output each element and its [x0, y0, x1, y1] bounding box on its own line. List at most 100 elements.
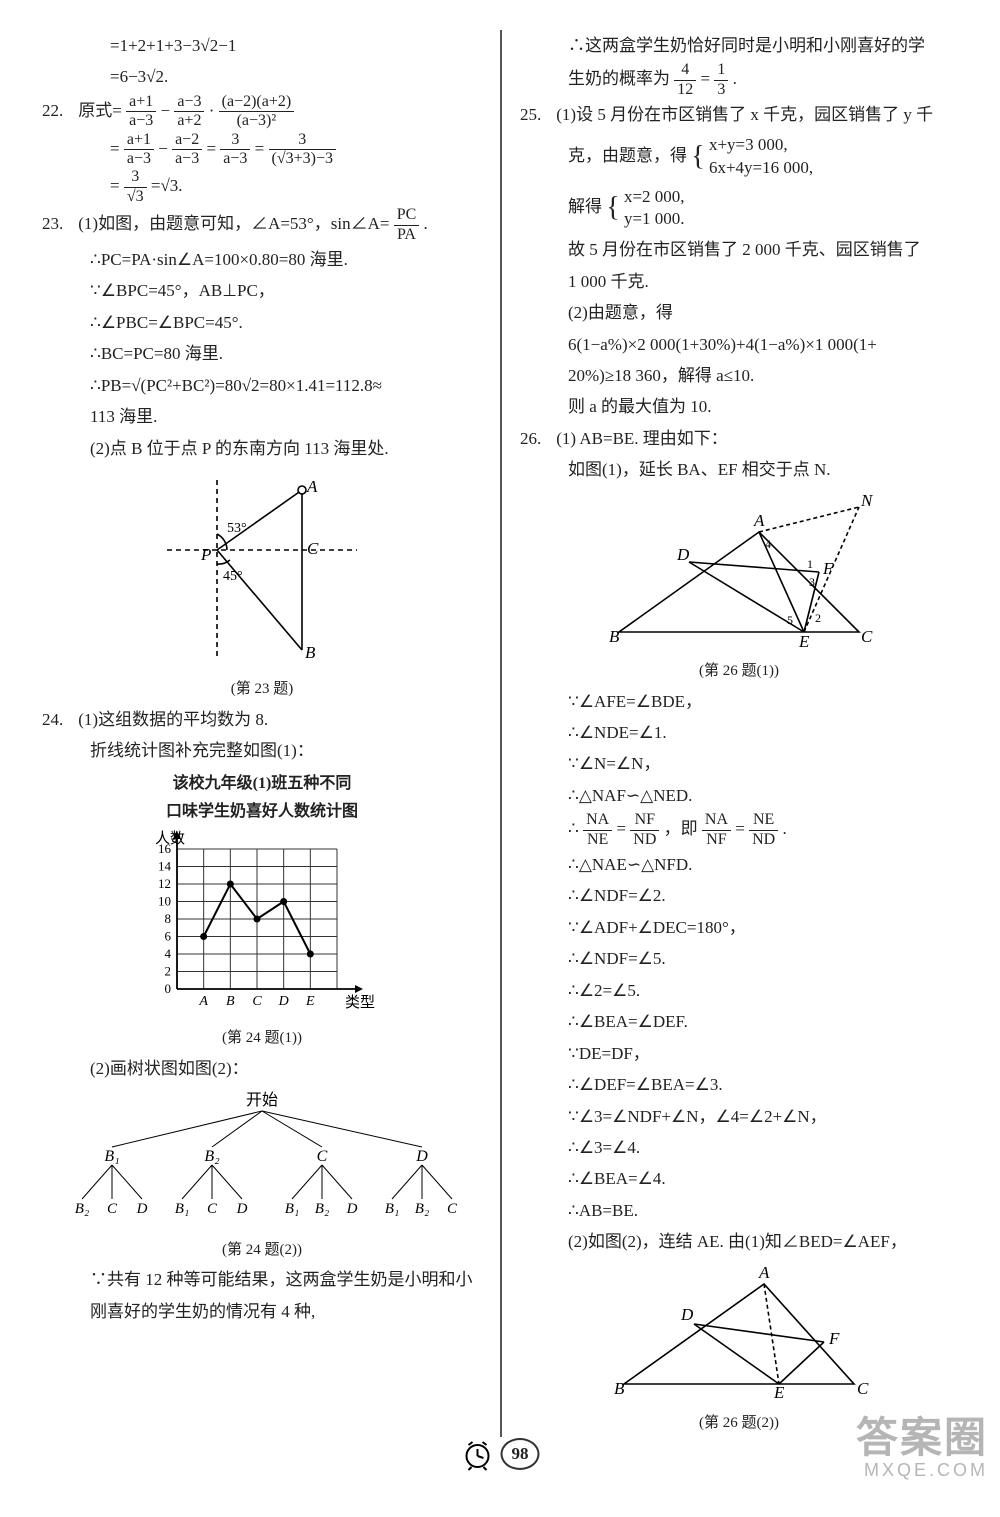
svg-text:5: 5 [787, 613, 793, 627]
figure-24-tree: 开始B₁B₂CDB₂B₁CDCB₁B₂DDB₁B₂C [42, 1091, 482, 1231]
text-line: ∴AB=BE. [520, 1195, 958, 1226]
svg-text:2: 2 [815, 611, 821, 625]
svg-text:B₂: B₂ [75, 1201, 89, 1217]
q-number: 26. [520, 423, 552, 454]
text-line: ∴∠DEF=∠BEA=∠3. [520, 1069, 958, 1100]
question-25: 25. (1)设 5 月份在市区销售了 x 千克，园区销售了 y 千 [520, 99, 958, 130]
text-line: ∵DE=DF， [520, 1038, 958, 1069]
figure-caption: (第 23 题) [42, 676, 482, 704]
question-24: 24. (1)这组数据的平均数为 8. [42, 704, 482, 735]
svg-text:A: A [758, 1264, 770, 1282]
text-line: (2)由题意，得 [520, 297, 958, 328]
text-line: 生奶的概率为 412 = 13 . [520, 61, 958, 99]
expr-line: =1+2+1+3−3√2−1 [42, 30, 482, 61]
text-line: 20%)≥18 360，解得 a≤10. [520, 360, 958, 391]
svg-text:P: P [200, 545, 211, 564]
q-number: 23. [42, 208, 74, 239]
svg-text:A: A [306, 477, 318, 496]
svg-text:4: 4 [165, 946, 172, 961]
figure-23: A C P B 53° 45° [157, 470, 367, 670]
svg-text:C: C [317, 1148, 328, 1165]
svg-text:D: D [676, 545, 690, 564]
text-line: (2)画树状图如图(2)： [42, 1053, 482, 1084]
column-left: =1+2+1+3−3√2−1 =6−3√2. 22. 原式= a+1a−3 − … [30, 30, 494, 1437]
text-line: ∴BC=PC=80 海里. [42, 338, 482, 369]
svg-text:B₁: B₁ [175, 1201, 189, 1217]
page-footer: 98 [461, 1437, 540, 1471]
svg-text:1: 1 [807, 557, 813, 571]
svg-text:F: F [822, 559, 834, 578]
text-line: 如图(1)，延长 BA、EF 相交于点 N. [520, 454, 958, 485]
text-line: ∴∠BEA=∠DEF. [520, 1006, 958, 1037]
svg-text:B₂: B₂ [204, 1148, 220, 1165]
svg-text:C: C [447, 1201, 458, 1217]
svg-text:D: D [278, 994, 289, 1009]
svg-text:B₂: B₂ [315, 1201, 329, 1217]
svg-text:A: A [198, 994, 208, 1009]
svg-text:B₁: B₁ [385, 1201, 399, 1217]
text-line: 解得 { x=2 000, y=1 000. [520, 182, 958, 234]
svg-text:C: C [857, 1379, 869, 1398]
svg-text:开始: 开始 [246, 1091, 278, 1109]
expr-line: = a+1a−3 − a−2a−3 = 3a−3 = 3(√3+3)−3 [42, 131, 482, 169]
text-line: 故 5 月份在市区销售了 2 000 千克、园区销售了 [520, 234, 958, 265]
watermark: 答案圈 MXQE.COM [856, 1415, 988, 1481]
text-line: ∴ NANE = NFND ，即 NANF = NEND . [520, 811, 958, 849]
text-line: ∴△NAE∽△NFD. [520, 849, 958, 880]
svg-text:C: C [861, 627, 873, 646]
text-line: ∴∠NDE=∠1. [520, 717, 958, 748]
svg-text:6: 6 [165, 929, 172, 944]
text-line: 克，由题意，得 { x+y=3 000, 6x+4y=16 000, [520, 131, 958, 183]
page-number: 98 [501, 1438, 540, 1470]
column-divider [500, 30, 502, 1437]
svg-text:D: D [415, 1148, 428, 1165]
figure-26-2: B C E D A F [599, 1264, 879, 1404]
text-line: 113 海里. [42, 401, 482, 432]
svg-text:C: C [252, 994, 262, 1009]
svg-text:53°: 53° [227, 521, 247, 536]
text-line: ∴PC=PA·sin∠A=100×0.80=80 海里. [42, 244, 482, 275]
chart-title-2: 口味学生奶喜好人数统计图 [42, 801, 482, 823]
svg-text:类型: 类型 [345, 994, 375, 1011]
svg-text:E: E [773, 1383, 785, 1402]
svg-text:B₁: B₁ [104, 1148, 119, 1165]
text-line: ∴PB=√(PC²+BC²)=80√2=80×1.41=112.8≈ [42, 370, 482, 401]
text-line: 刚喜好的学生奶的情况有 4 种, [42, 1296, 482, 1327]
text-line: ∴∠NDF=∠2. [520, 880, 958, 911]
svg-text:45°: 45° [223, 569, 243, 584]
text-line: ∵∠AFE=∠BDE， [520, 686, 958, 717]
text-line: (2)如图(2)，连结 AE. 由(1)知∠BED=∠AEF， [520, 1226, 958, 1257]
text-line: 6(1−a%)×2 000(1+30%)+4(1−a%)×1 000(1+ [520, 329, 958, 360]
text: 原式= [78, 101, 122, 120]
svg-text:C: C [107, 1201, 118, 1217]
svg-text:N: N [860, 492, 874, 510]
expr-line: =6−3√2. [42, 61, 482, 92]
figure-26-1: B C E D A F N 4 1 3 2 5 [589, 492, 889, 652]
text-line: ∴△NAF∽△NED. [520, 780, 958, 811]
question-26: 26. (1) AB=BE. 理由如下： [520, 423, 958, 454]
text-line: 1 000 千克. [520, 266, 958, 297]
column-right: ∴这两盒学生奶恰好同时是小明和小刚喜好的学 生奶的概率为 412 = 13 . … [508, 30, 970, 1437]
text-line: ∵∠ADF+∠DEC=180°， [520, 912, 958, 943]
question-22: 22. 原式= a+1a−3 − a−3a+2 · (a−2)(a+2)(a−3… [42, 93, 482, 131]
question-23: 23. (1)如图，由题意可知，∠A=53°，sin∠A= PCPA . [42, 206, 482, 244]
text-line: ∴∠PBC=∠BPC=45°. [42, 307, 482, 338]
text-line: ∵共有 12 种等可能结果，这两盒学生奶是小明和小 [42, 1264, 482, 1295]
svg-text:D: D [136, 1201, 148, 1217]
svg-text:0: 0 [165, 981, 172, 996]
page: =1+2+1+3−3√2−1 =6−3√2. 22. 原式= a+1a−3 − … [0, 0, 1000, 1517]
watermark-url: MXQE.COM [856, 1461, 988, 1481]
svg-text:C: C [307, 539, 319, 558]
text-line: ∴∠BEA=∠4. [520, 1163, 958, 1194]
figure-caption: (第 24 题(2)) [42, 1237, 482, 1265]
svg-text:D: D [346, 1201, 358, 1217]
svg-text:4: 4 [765, 537, 771, 551]
svg-text:D: D [680, 1305, 694, 1324]
expr-line: = 3√3 =√3. [42, 168, 482, 206]
svg-text:8: 8 [165, 911, 172, 926]
figure-caption: (第 26 题(1)) [520, 658, 958, 686]
svg-text:B₁: B₁ [285, 1201, 299, 1217]
svg-text:B: B [226, 994, 235, 1009]
text-line: ∴∠3=∠4. [520, 1132, 958, 1163]
text-line: ∴∠NDF=∠5. [520, 943, 958, 974]
